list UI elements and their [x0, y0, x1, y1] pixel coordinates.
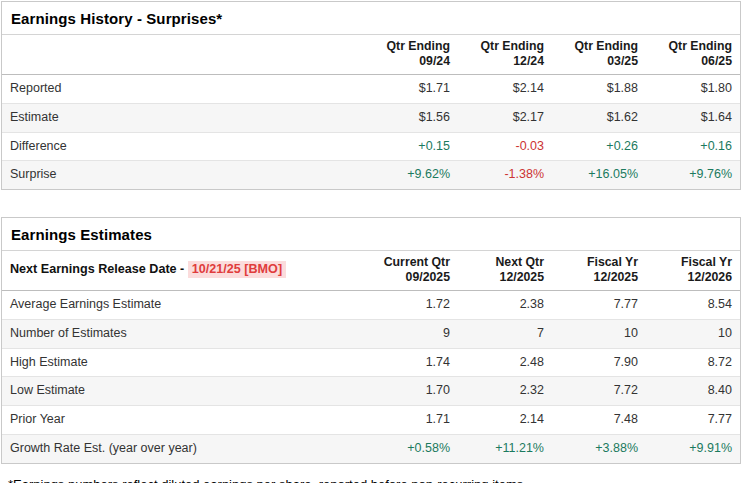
value-cell: 10	[552, 319, 646, 348]
value-cell: 7	[458, 319, 552, 348]
value-cell: 2.14	[458, 406, 552, 435]
row-label: Low Estimate	[2, 377, 364, 406]
value-cell: -0.03	[458, 132, 552, 161]
release-date-label: Next Earnings Release Date -	[10, 262, 188, 276]
column-header-line1: Qtr Ending	[654, 39, 732, 54]
value-cell: +0.15	[364, 132, 458, 161]
value-cell: 1.74	[364, 348, 458, 377]
row-label: Estimate	[2, 103, 364, 132]
value-cell: $1.80	[646, 75, 740, 104]
table-row-high-estimate: High Estimate 1.74 2.48 7.90 8.72	[2, 348, 740, 377]
column-header-line1: Qtr Ending	[372, 39, 450, 54]
earnings-estimates-table: Next Earnings Release Date - 10/21/25 [B…	[2, 251, 740, 463]
row-label: Reported	[2, 75, 364, 104]
value-cell: 2.38	[458, 291, 552, 320]
column-header: Qtr Ending 06/25	[646, 35, 740, 75]
column-header-line2: 09/24	[372, 54, 450, 69]
value-cell: $1.71	[364, 75, 458, 104]
earnings-estimates-panel: Earnings Estimates Next Earnings Release…	[1, 217, 741, 464]
earnings-estimates-title: Earnings Estimates	[2, 218, 740, 251]
value-cell: 10	[646, 319, 740, 348]
earnings-history-table: Qtr Ending 09/24 Qtr Ending 12/24 Qtr En…	[2, 35, 740, 189]
table-row-low-estimate: Low Estimate 1.70 2.32 7.72 8.40	[2, 377, 740, 406]
value-cell: 1.70	[364, 377, 458, 406]
value-cell: 7.77	[646, 406, 740, 435]
column-header: Current Qtr 09/2025	[364, 251, 458, 291]
value-cell: +9.91%	[646, 434, 740, 462]
value-cell: 2.48	[458, 348, 552, 377]
column-header-line2: 12/2026	[654, 270, 732, 285]
column-header: Qtr Ending 03/25	[552, 35, 646, 75]
footnote: *Earnings numbers reflect diluted earnin…	[8, 477, 741, 483]
column-header-line1: Fiscal Yr	[560, 255, 638, 270]
column-header-line1: Fiscal Yr	[654, 255, 732, 270]
value-cell: $1.88	[552, 75, 646, 104]
table-row-surprise: Surprise +9.62% -1.38% +16.05% +9.76%	[2, 161, 740, 189]
value-cell: 8.54	[646, 291, 740, 320]
column-header: Fiscal Yr 12/2026	[646, 251, 740, 291]
column-header-line2: 12/2025	[560, 270, 638, 285]
column-header-line2: 12/2025	[466, 270, 544, 285]
value-cell: +9.62%	[364, 161, 458, 189]
value-cell: +3.88%	[552, 434, 646, 462]
value-cell: +16.05%	[552, 161, 646, 189]
column-header-line1: Next Qtr	[466, 255, 544, 270]
row-label: Difference	[2, 132, 364, 161]
row-label: Surprise	[2, 161, 364, 189]
column-header-line2: 12/24	[466, 54, 544, 69]
value-cell: 7.72	[552, 377, 646, 406]
table-row-number-of-estimates: Number of Estimates 9 7 10 10	[2, 319, 740, 348]
value-cell: $1.64	[646, 103, 740, 132]
row-label: High Estimate	[2, 348, 364, 377]
release-date-badge: 10/21/25 [BMO]	[188, 261, 286, 278]
value-cell: $1.56	[364, 103, 458, 132]
value-cell: +0.58%	[364, 434, 458, 462]
value-cell: +11.21%	[458, 434, 552, 462]
column-header-line2: 03/25	[560, 54, 638, 69]
value-cell: $1.62	[552, 103, 646, 132]
row-label: Growth Rate Est. (year over year)	[2, 434, 364, 462]
value-cell: 1.72	[364, 291, 458, 320]
value-cell: $2.17	[458, 103, 552, 132]
value-cell: 9	[364, 319, 458, 348]
value-cell: 8.40	[646, 377, 740, 406]
value-cell: 8.72	[646, 348, 740, 377]
next-earnings-release: Next Earnings Release Date - 10/21/25 [B…	[2, 251, 364, 291]
earnings-page: Earnings History - Surprises* Qtr Ending…	[0, 0, 742, 483]
column-header-line1: Current Qtr	[372, 255, 450, 270]
row-label: Number of Estimates	[2, 319, 364, 348]
column-header-line1: Qtr Ending	[466, 39, 544, 54]
column-header-line1: Qtr Ending	[560, 39, 638, 54]
value-cell: +0.16	[646, 132, 740, 161]
value-cell: $2.14	[458, 75, 552, 104]
column-header-line2: 06/25	[654, 54, 732, 69]
column-header: Qtr Ending 09/24	[364, 35, 458, 75]
value-cell: 2.32	[458, 377, 552, 406]
value-cell: +0.26	[552, 132, 646, 161]
table-row-reported: Reported $1.71 $2.14 $1.88 $1.80	[2, 75, 740, 104]
value-cell: 7.48	[552, 406, 646, 435]
value-cell: 7.90	[552, 348, 646, 377]
table-row-difference: Difference +0.15 -0.03 +0.26 +0.16	[2, 132, 740, 161]
column-header-line2: 09/2025	[372, 270, 450, 285]
value-cell: 1.71	[364, 406, 458, 435]
history-header-spacer	[2, 35, 364, 75]
earnings-history-title: Earnings History - Surprises*	[2, 2, 740, 35]
history-header-row: Qtr Ending 09/24 Qtr Ending 12/24 Qtr En…	[2, 35, 740, 75]
table-row-average-estimate: Average Earnings Estimate 1.72 2.38 7.77…	[2, 291, 740, 320]
table-row-estimate: Estimate $1.56 $2.17 $1.62 $1.64	[2, 103, 740, 132]
table-row-prior-year: Prior Year 1.71 2.14 7.48 7.77	[2, 406, 740, 435]
estimates-header-row: Next Earnings Release Date - 10/21/25 [B…	[2, 251, 740, 291]
value-cell: -1.38%	[458, 161, 552, 189]
column-header: Fiscal Yr 12/2025	[552, 251, 646, 291]
value-cell: +9.76%	[646, 161, 740, 189]
value-cell: 7.77	[552, 291, 646, 320]
column-header: Next Qtr 12/2025	[458, 251, 552, 291]
earnings-history-panel: Earnings History - Surprises* Qtr Ending…	[1, 1, 741, 190]
table-row-growth-rate: Growth Rate Est. (year over year) +0.58%…	[2, 434, 740, 462]
column-header: Qtr Ending 12/24	[458, 35, 552, 75]
row-label: Prior Year	[2, 406, 364, 435]
row-label: Average Earnings Estimate	[2, 291, 364, 320]
